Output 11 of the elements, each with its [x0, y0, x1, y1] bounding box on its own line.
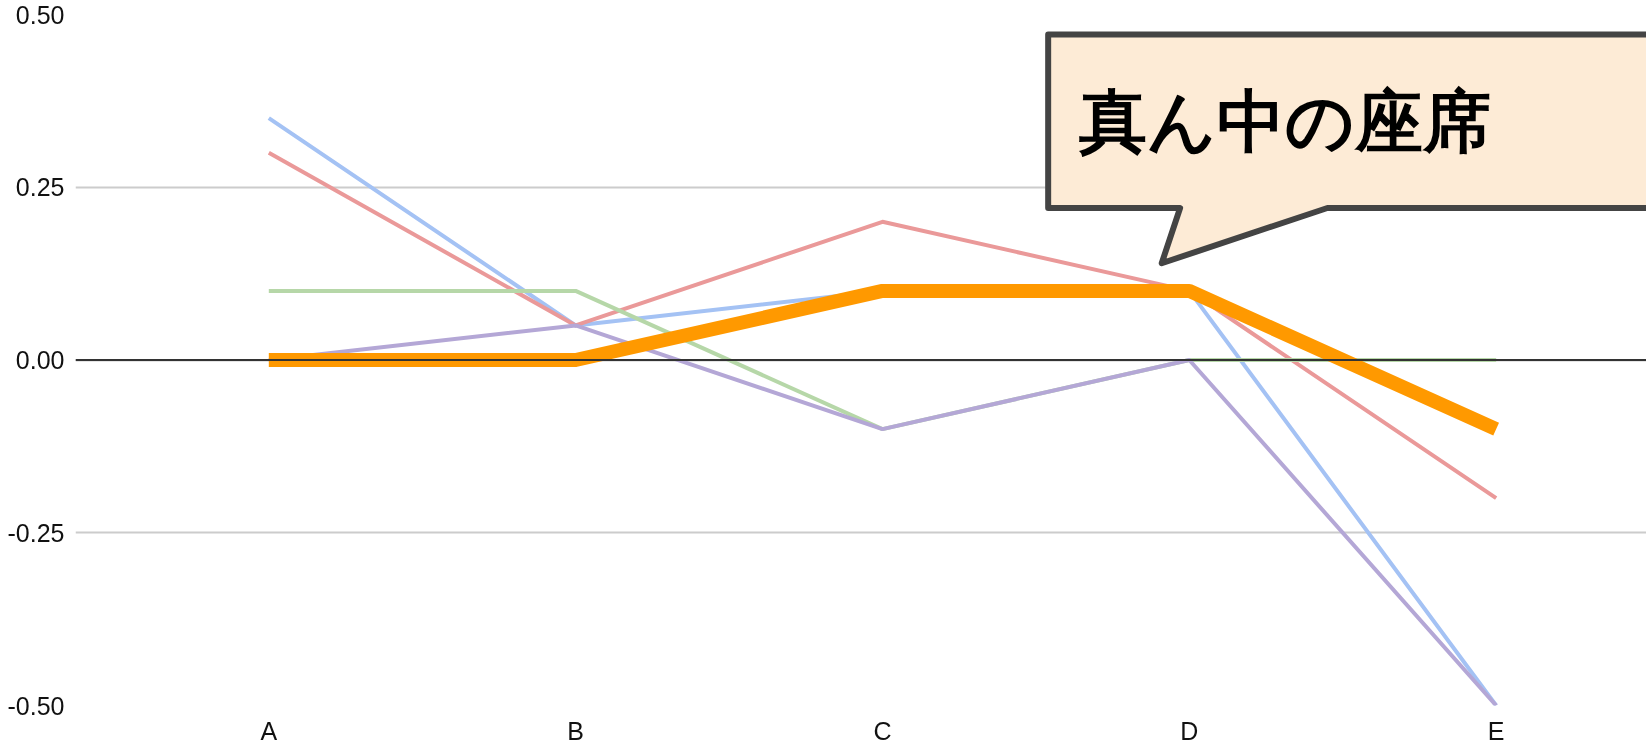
y-tick-label: 0.25	[15, 173, 65, 202]
x-tick-label: C	[873, 716, 892, 745]
y-tick-label: 0.50	[15, 0, 65, 29]
x-tick-label: D	[1180, 716, 1199, 745]
x-tick-label: E	[1487, 716, 1505, 745]
y-tick-label: -0.25	[7, 518, 65, 547]
x-tick-label: A	[260, 716, 278, 745]
x-tick-label: B	[567, 716, 584, 745]
annotation: 真ん中の座席	[1077, 81, 1491, 161]
y-tick-label: -0.50	[7, 691, 65, 720]
y-tick-label: 0.00	[15, 346, 65, 374]
